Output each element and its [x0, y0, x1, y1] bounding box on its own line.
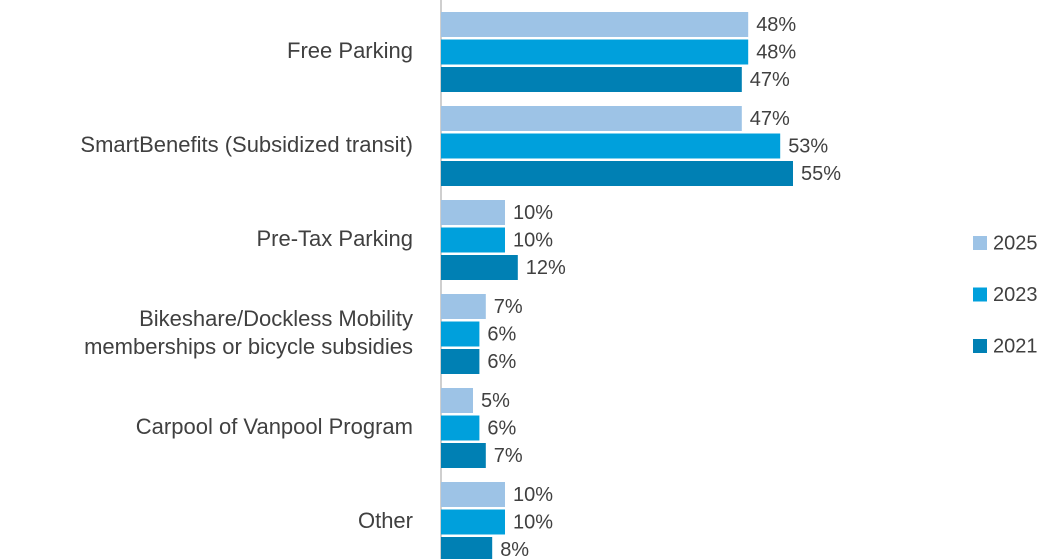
legend-label: 2021 [993, 335, 1038, 357]
bar [441, 349, 480, 374]
category-label: Free Parking [287, 38, 413, 63]
value-label: 47% [750, 108, 790, 130]
bar [441, 106, 742, 131]
value-label: 12% [526, 257, 566, 279]
bar [441, 12, 749, 37]
value-label: 5% [481, 390, 510, 412]
value-label: 8% [500, 539, 529, 559]
bar [441, 388, 473, 413]
category-label: Other [358, 508, 413, 533]
value-label: 10% [513, 229, 553, 251]
bar [441, 509, 505, 535]
bar [441, 443, 486, 468]
bar [441, 67, 742, 92]
value-label: 10% [513, 484, 553, 506]
bar [441, 39, 749, 65]
legend-swatch [973, 339, 987, 353]
legend-label: 2023 [993, 284, 1038, 306]
bar [441, 537, 493, 559]
bar [441, 161, 793, 186]
legend-swatch [973, 236, 987, 250]
bar [441, 200, 505, 225]
category-label: Pre-Tax Parking [256, 226, 413, 251]
bar [441, 294, 486, 319]
value-label: 48% [756, 14, 796, 36]
category-label: Bikeshare/Dockless Mobility memberships o… [84, 306, 413, 359]
bar [441, 133, 781, 159]
legend-swatch [973, 287, 987, 302]
value-label: 55% [801, 163, 841, 185]
bar [441, 482, 505, 507]
category-label: Carpool of Vanpool Program [136, 414, 413, 439]
value-label: 10% [513, 202, 553, 224]
bar [441, 227, 505, 253]
bar [441, 415, 480, 441]
value-label: 10% [513, 511, 553, 533]
category-label: SmartBenefits (Subsidized transit) [80, 132, 413, 157]
value-label: 6% [487, 351, 516, 373]
bar [441, 255, 518, 280]
bar [441, 321, 480, 347]
value-label: 47% [750, 69, 790, 91]
value-label: 6% [487, 417, 516, 439]
legend-label: 2025 [993, 232, 1038, 254]
value-label: 7% [494, 296, 523, 318]
value-label: 7% [494, 445, 523, 467]
value-label: 6% [487, 323, 516, 345]
value-label: 48% [756, 41, 796, 63]
value-label: 53% [788, 135, 828, 157]
